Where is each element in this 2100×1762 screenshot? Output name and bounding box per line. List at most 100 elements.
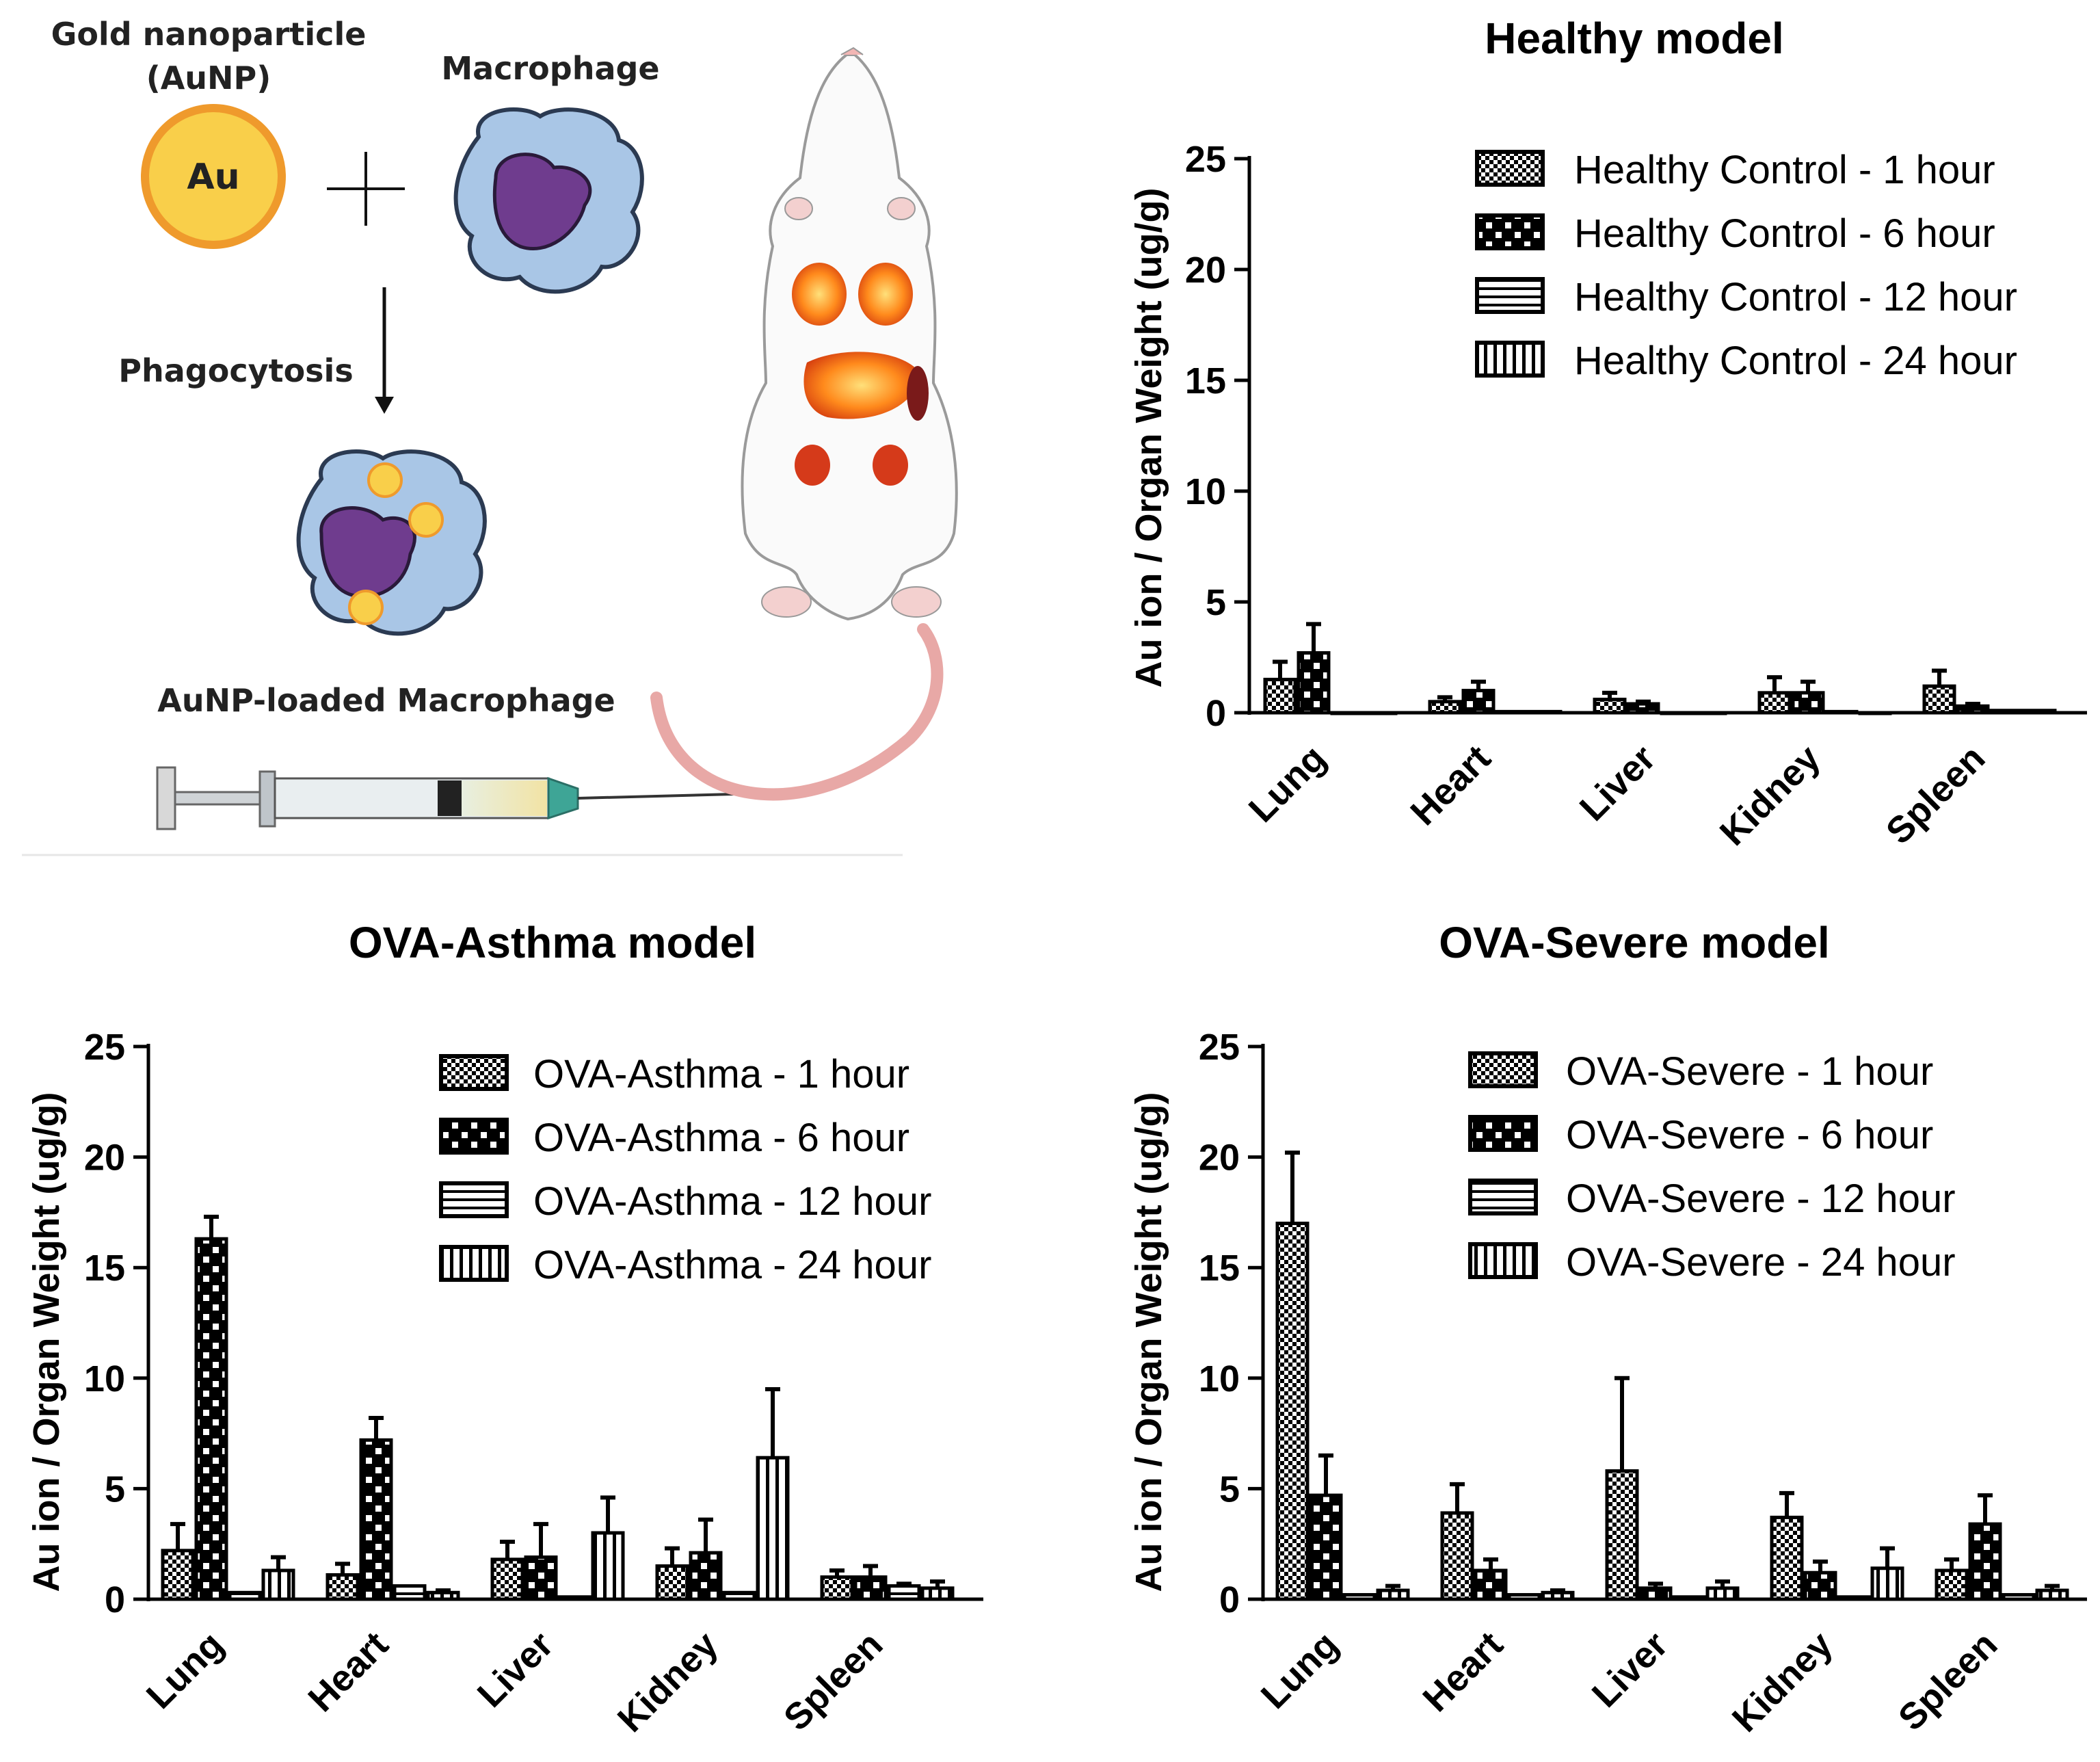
gold-nanoparticle-icon: Au	[141, 104, 286, 249]
legend-swatch	[439, 1118, 509, 1155]
bar	[1593, 698, 1627, 715]
y-tick-label: 25	[1185, 139, 1226, 180]
bar	[591, 1531, 625, 1601]
y-axis-label: Au ion / Organ Weight (ug/g)	[26, 1092, 67, 1592]
aunp-loaded-macrophage-icon	[296, 449, 487, 636]
bar	[887, 1584, 921, 1601]
legend-label: OVA-Severe - 12 hour	[1566, 1176, 1956, 1221]
bar	[194, 1237, 228, 1601]
y-tick-label: 10	[84, 1358, 125, 1399]
aunp-abbrev-label: (AuNP)	[146, 60, 271, 96]
legend-label: Healthy Control - 6 hour	[1574, 211, 1995, 256]
phagocytosis-label: Phagocytosis	[118, 352, 353, 389]
bar	[920, 1586, 955, 1601]
bar	[1935, 1568, 1969, 1601]
y-tick-label: 20	[84, 1138, 125, 1179]
bar	[1922, 684, 1956, 715]
y-axis-label: Au ion / Organ Weight (ug/g)	[1128, 1092, 1169, 1592]
bar	[1757, 691, 1792, 715]
legend-label: OVA-Severe - 24 hour	[1566, 1240, 1956, 1285]
chart-title: Healthy model	[1485, 14, 1783, 63]
y-tick-label: 15	[1199, 1248, 1240, 1289]
bar	[1672, 1595, 1706, 1601]
bar	[1870, 1566, 1904, 1601]
x-tick-label: Liver	[1572, 737, 1664, 829]
y-tick-label: 20	[1185, 250, 1226, 291]
aunp-loaded-label: AuNP-loaded Macrophage	[157, 682, 615, 719]
bar	[1605, 1469, 1639, 1601]
bar	[1507, 1593, 1541, 1601]
bar	[1956, 704, 1990, 715]
bar	[524, 1555, 558, 1601]
bar	[1791, 691, 1825, 715]
bar	[393, 1584, 427, 1601]
bar	[1803, 1570, 1837, 1601]
bar	[228, 1590, 262, 1601]
bar	[689, 1551, 723, 1601]
bar	[2002, 1593, 2036, 1601]
bar	[557, 1595, 592, 1601]
bar	[1638, 1586, 1673, 1601]
legend-swatch	[1468, 1115, 1538, 1152]
macrophage-label: Macrophage	[441, 50, 659, 87]
legend-label: OVA-Asthma - 24 hour	[533, 1243, 931, 1287]
y-tick-label: 10	[1185, 471, 1226, 512]
bar	[1297, 651, 1331, 715]
bar	[756, 1456, 790, 1601]
y-tick-label: 5	[1219, 1469, 1240, 1510]
legend-swatch	[439, 1245, 509, 1282]
bar	[2023, 709, 2057, 715]
x-tick-label: Spleen	[1891, 1624, 2006, 1739]
down-arrow-icon	[375, 287, 394, 414]
legend-swatch	[1475, 150, 1545, 187]
legend-swatch	[1468, 1051, 1538, 1088]
bar	[1528, 709, 1563, 715]
x-tick-label: Kidney	[1712, 737, 1829, 854]
bar	[161, 1549, 195, 1601]
illustration-panel: Gold nanoparticle (AuNP) Au Macrophage P…	[22, 16, 958, 856]
chart-title: OVA-Severe model	[1439, 918, 1829, 967]
legend-swatch	[1468, 1179, 1538, 1215]
y-tick-label: 25	[1199, 1027, 1240, 1068]
macrophage-icon	[453, 107, 644, 294]
legend-swatch	[1475, 277, 1545, 314]
legend-swatch	[1468, 1242, 1538, 1279]
legend-label: OVA-Severe - 6 hour	[1566, 1113, 1933, 1157]
bar	[1275, 1222, 1310, 1601]
bar	[722, 1590, 756, 1601]
bar	[1541, 1590, 1575, 1601]
legend-swatch	[1475, 341, 1545, 378]
chart-title: OVA-Asthma model	[349, 918, 756, 967]
chart-legend: Healthy Control - 1 hour Healthy Control…	[1475, 148, 2017, 383]
x-tick-label: Kidney	[610, 1624, 726, 1740]
bar	[1495, 709, 1529, 715]
y-tick-label: 5	[1206, 582, 1226, 623]
y-tick-label: 10	[1199, 1358, 1240, 1399]
bar	[359, 1438, 393, 1601]
bar	[261, 1568, 295, 1601]
legend-swatch	[1475, 213, 1545, 250]
mouse-icon	[650, 47, 958, 801]
bar	[490, 1557, 524, 1601]
bar	[853, 1575, 888, 1601]
bar	[820, 1575, 854, 1601]
healthy-model-chart: Healthy model Au ion / Organ Weight (ug/…	[1128, 14, 2087, 854]
legend-label: OVA-Asthma - 12 hour	[533, 1179, 931, 1224]
plus-icon	[327, 152, 405, 226]
bar	[1824, 709, 1859, 715]
legend-label: Healthy Control - 12 hour	[1574, 275, 2017, 319]
y-tick-label: 0	[1206, 693, 1226, 734]
y-tick-label: 15	[1185, 360, 1226, 402]
x-tick-label: Lung	[139, 1624, 232, 1717]
y-tick-label: 20	[1199, 1138, 1240, 1179]
ova-asthma-model-chart: OVA-Asthma model Au ion / Organ Weight (…	[26, 918, 983, 1740]
x-tick-label: Lung	[1241, 737, 1334, 830]
bar	[1770, 1515, 1804, 1601]
chart-legend: OVA-Asthma - 1 hour OVA-Asthma - 6 hour …	[439, 1052, 931, 1287]
bar	[2035, 1588, 2069, 1601]
y-tick-label: 25	[84, 1027, 125, 1068]
y-axis-label: Au ion / Organ Weight (ug/g)	[1128, 188, 1169, 688]
bar	[1309, 1493, 1343, 1601]
bar	[1342, 1593, 1377, 1601]
